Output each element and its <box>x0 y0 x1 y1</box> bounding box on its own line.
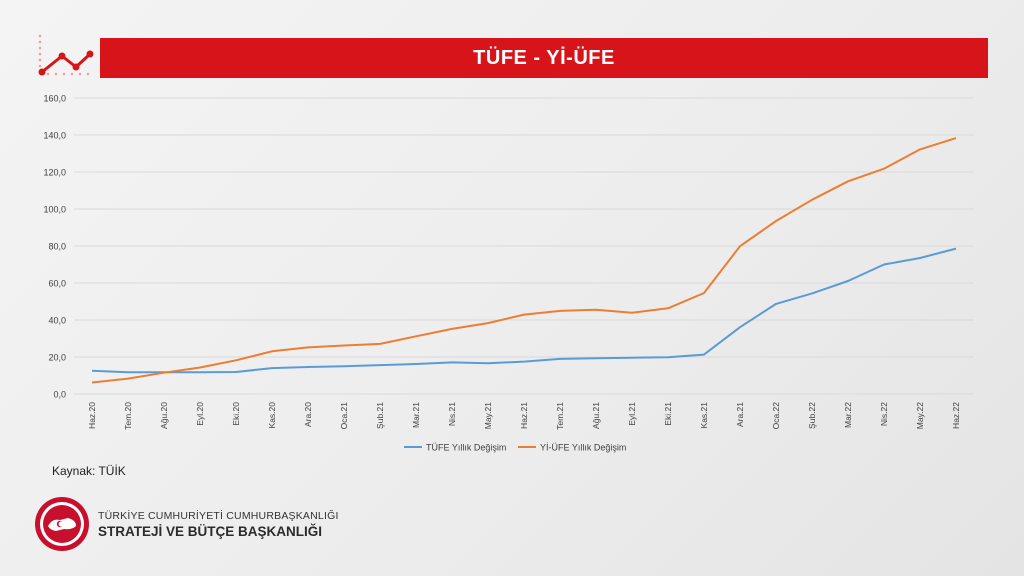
y-tick-label: 120,0 <box>43 168 66 178</box>
y-tick-label: 20,0 <box>48 353 66 363</box>
x-tick-label: Eki.20 <box>231 402 241 426</box>
series-line-tufe <box>91 247 957 374</box>
x-tick-label: Tem.20 <box>123 402 133 430</box>
series-line-yiufe <box>91 137 957 384</box>
presidency-emblem-icon <box>35 497 89 551</box>
x-tick-label: Eyl.20 <box>195 402 205 426</box>
legend-label: Yİ-ÜFE Yıllık Değişim <box>540 443 626 453</box>
x-tick-label: Şub.21 <box>375 402 385 429</box>
y-tick-label: 100,0 <box>43 205 66 215</box>
x-tick-label: Şub.22 <box>807 402 817 429</box>
y-tick-label: 160,0 <box>43 94 66 104</box>
x-tick-label: May.22 <box>915 402 925 430</box>
x-tick-label: Haz.20 <box>87 402 97 429</box>
page-title: TÜFE - Yİ-ÜFE <box>473 46 615 69</box>
x-tick-label: Haz.21 <box>519 402 529 429</box>
legend-label: TÜFE Yıllık Değişim <box>426 443 506 453</box>
x-tick-label: Oca.21 <box>339 402 349 430</box>
x-tick-label: Haz.22 <box>951 402 961 429</box>
y-tick-label: 0,0 <box>53 390 66 400</box>
source-note: Kaynak: TÜİK <box>52 464 126 478</box>
y-tick-label: 40,0 <box>48 316 66 326</box>
line-chart-trend-icon <box>38 34 94 76</box>
x-tick-label: Mar.21 <box>411 402 421 428</box>
x-tick-label: May.21 <box>483 402 493 430</box>
x-tick-label: Eyl.21 <box>627 402 637 426</box>
x-tick-label: Ara.20 <box>303 402 313 427</box>
x-tick-label: Mar.22 <box>843 402 853 428</box>
x-tick-label: Eki.21 <box>663 402 673 426</box>
org-name-line1: TÜRKİYE CUMHURİYETİ CUMHURBAŞKANLIĞI <box>98 509 339 522</box>
x-tick-label: Kas.21 <box>699 402 709 429</box>
x-tick-label: Ağu.20 <box>159 402 169 429</box>
x-tick-label: Nis.21 <box>447 402 457 426</box>
x-tick-label: Tem.21 <box>555 402 565 430</box>
title-bar: TÜFE - Yİ-ÜFE <box>100 38 988 78</box>
org-name-line2: STRATEJİ VE BÜTÇE BAŞKANLIĞI <box>98 523 323 539</box>
x-tick-label: Oca.22 <box>771 402 781 430</box>
org-logo-block: TÜRKİYE CUMHURİYETİ CUMHURBAŞKANLIĞI STR… <box>34 496 339 552</box>
y-tick-label: 60,0 <box>48 279 66 289</box>
y-tick-label: 140,0 <box>43 131 66 141</box>
y-tick-label: 80,0 <box>48 242 66 252</box>
x-tick-label: Ara.21 <box>735 402 745 427</box>
x-tick-label: Kas.20 <box>267 402 277 429</box>
x-tick-label: Ağu.21 <box>591 402 601 429</box>
x-tick-label: Nis.22 <box>879 402 889 426</box>
